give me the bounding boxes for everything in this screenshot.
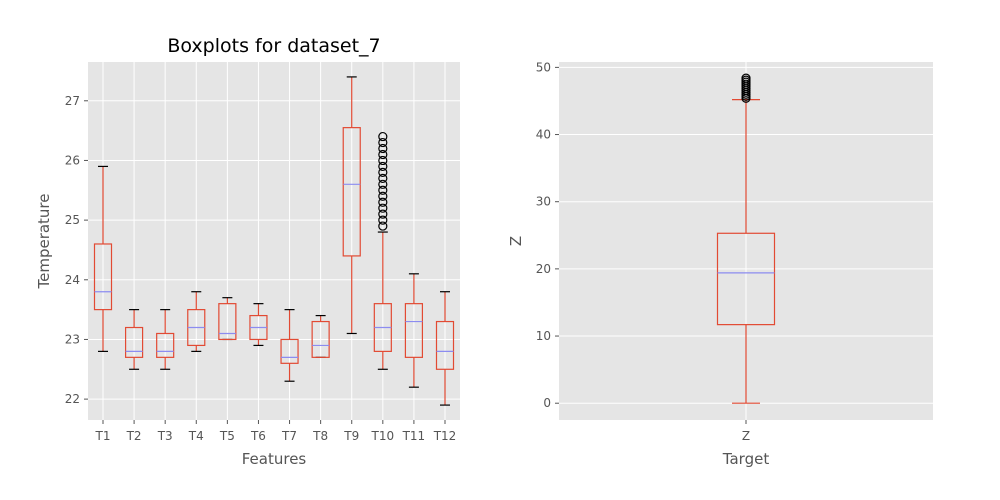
y-tick-label: 0 (543, 396, 551, 410)
outlier-point (741, 73, 751, 83)
x-tick-label: T9 (343, 429, 359, 443)
y-tick-label: 27 (65, 94, 80, 108)
x-tick-label: T3 (157, 429, 173, 443)
outlier-point (378, 149, 388, 160)
x-tick-label: T8 (312, 429, 328, 443)
box-Z (716, 73, 776, 404)
y-tick-label: 22 (65, 392, 80, 406)
iqr-box (404, 303, 424, 358)
iqr-box (218, 303, 237, 341)
iqr-box (124, 326, 144, 358)
x-tick-labels: Z (742, 429, 750, 443)
target-boxplot-panel: 0 10 20 30 40 50 Z Target Z (507, 60, 933, 468)
outlier-point (378, 167, 388, 177)
iqr-box (156, 332, 175, 358)
y-tick-label: 50 (536, 60, 551, 74)
x-axis-label: Features (242, 450, 307, 468)
box-T5 (218, 297, 237, 341)
box-T12 (435, 291, 455, 406)
outlier-point (378, 155, 388, 166)
y-tick-label: 30 (536, 195, 551, 209)
box-marks (716, 73, 776, 404)
outlier-point (378, 179, 388, 189)
outlier-point (378, 131, 388, 142)
box-T4 (187, 291, 206, 352)
y-tick-label: 23 (65, 332, 80, 346)
x-tick-label: T4 (188, 429, 204, 443)
y-tick-label: 24 (65, 273, 80, 287)
y-tick-label: 25 (65, 213, 80, 227)
y-tick-label: 40 (536, 128, 551, 142)
box-T11 (404, 273, 424, 388)
plot-area-background (88, 62, 460, 420)
x-axis-label: Target (722, 450, 770, 468)
chart-title: Boxplots for dataset_7 (167, 35, 380, 57)
iqr-box (280, 338, 299, 364)
iqr-box (93, 243, 113, 311)
box-T1 (93, 165, 113, 352)
y-tick-label: 20 (536, 262, 551, 276)
x-tick-label: T5 (219, 429, 235, 443)
x-tick-label: Z (742, 429, 750, 443)
box-T9 (342, 76, 361, 335)
outlier-point (378, 173, 388, 183)
x-tick-label: T11 (402, 429, 426, 443)
box-T7 (280, 309, 299, 382)
x-tick-label: T2 (126, 429, 142, 443)
box-T3 (156, 309, 175, 370)
box-T2 (124, 309, 144, 370)
outlier-point (378, 203, 388, 213)
y-tick-labels: 22 23 24 25 26 27 (65, 94, 80, 406)
x-tick-label: T10 (371, 429, 395, 443)
outlier-point (378, 209, 388, 219)
y-tick-label: 26 (65, 153, 80, 167)
outlier-point (378, 161, 388, 172)
outlier-point (378, 185, 388, 195)
outlier-point (378, 197, 388, 207)
iqr-box (435, 320, 455, 370)
iqr-box (342, 127, 361, 257)
y-axis-label: Temperature (35, 193, 53, 289)
outlier-point (378, 221, 388, 231)
x-tick-label: T12 (433, 429, 457, 443)
outlier-point (378, 137, 388, 148)
iqr-box (311, 320, 330, 358)
box-T8 (311, 314, 330, 358)
box-T10 (373, 131, 392, 370)
iqr-box (716, 232, 776, 326)
y-axis-label: Z (507, 236, 525, 246)
y-tick-labels: 0 10 20 30 40 50 (536, 60, 551, 410)
temperature-boxplot-panel: 22 23 24 25 26 27 T1 T2 T3 T4 T5 T6 T7 T8 T9 T10 T11 T12… (35, 35, 460, 468)
x-tick-label: T6 (250, 429, 266, 443)
outlier-point (378, 143, 388, 154)
outlier-point (378, 191, 388, 201)
y-tick-label: 10 (536, 329, 551, 343)
box-marks (93, 76, 455, 406)
x-tick-label: T1 (95, 429, 111, 443)
x-tick-labels: T1 T2 T3 T4 T5 T6 T7 T8 T9 T10 T11 T12 (95, 429, 457, 443)
x-tick-label: T7 (281, 429, 297, 443)
outlier-point (378, 215, 388, 225)
box-T6 (249, 303, 268, 347)
